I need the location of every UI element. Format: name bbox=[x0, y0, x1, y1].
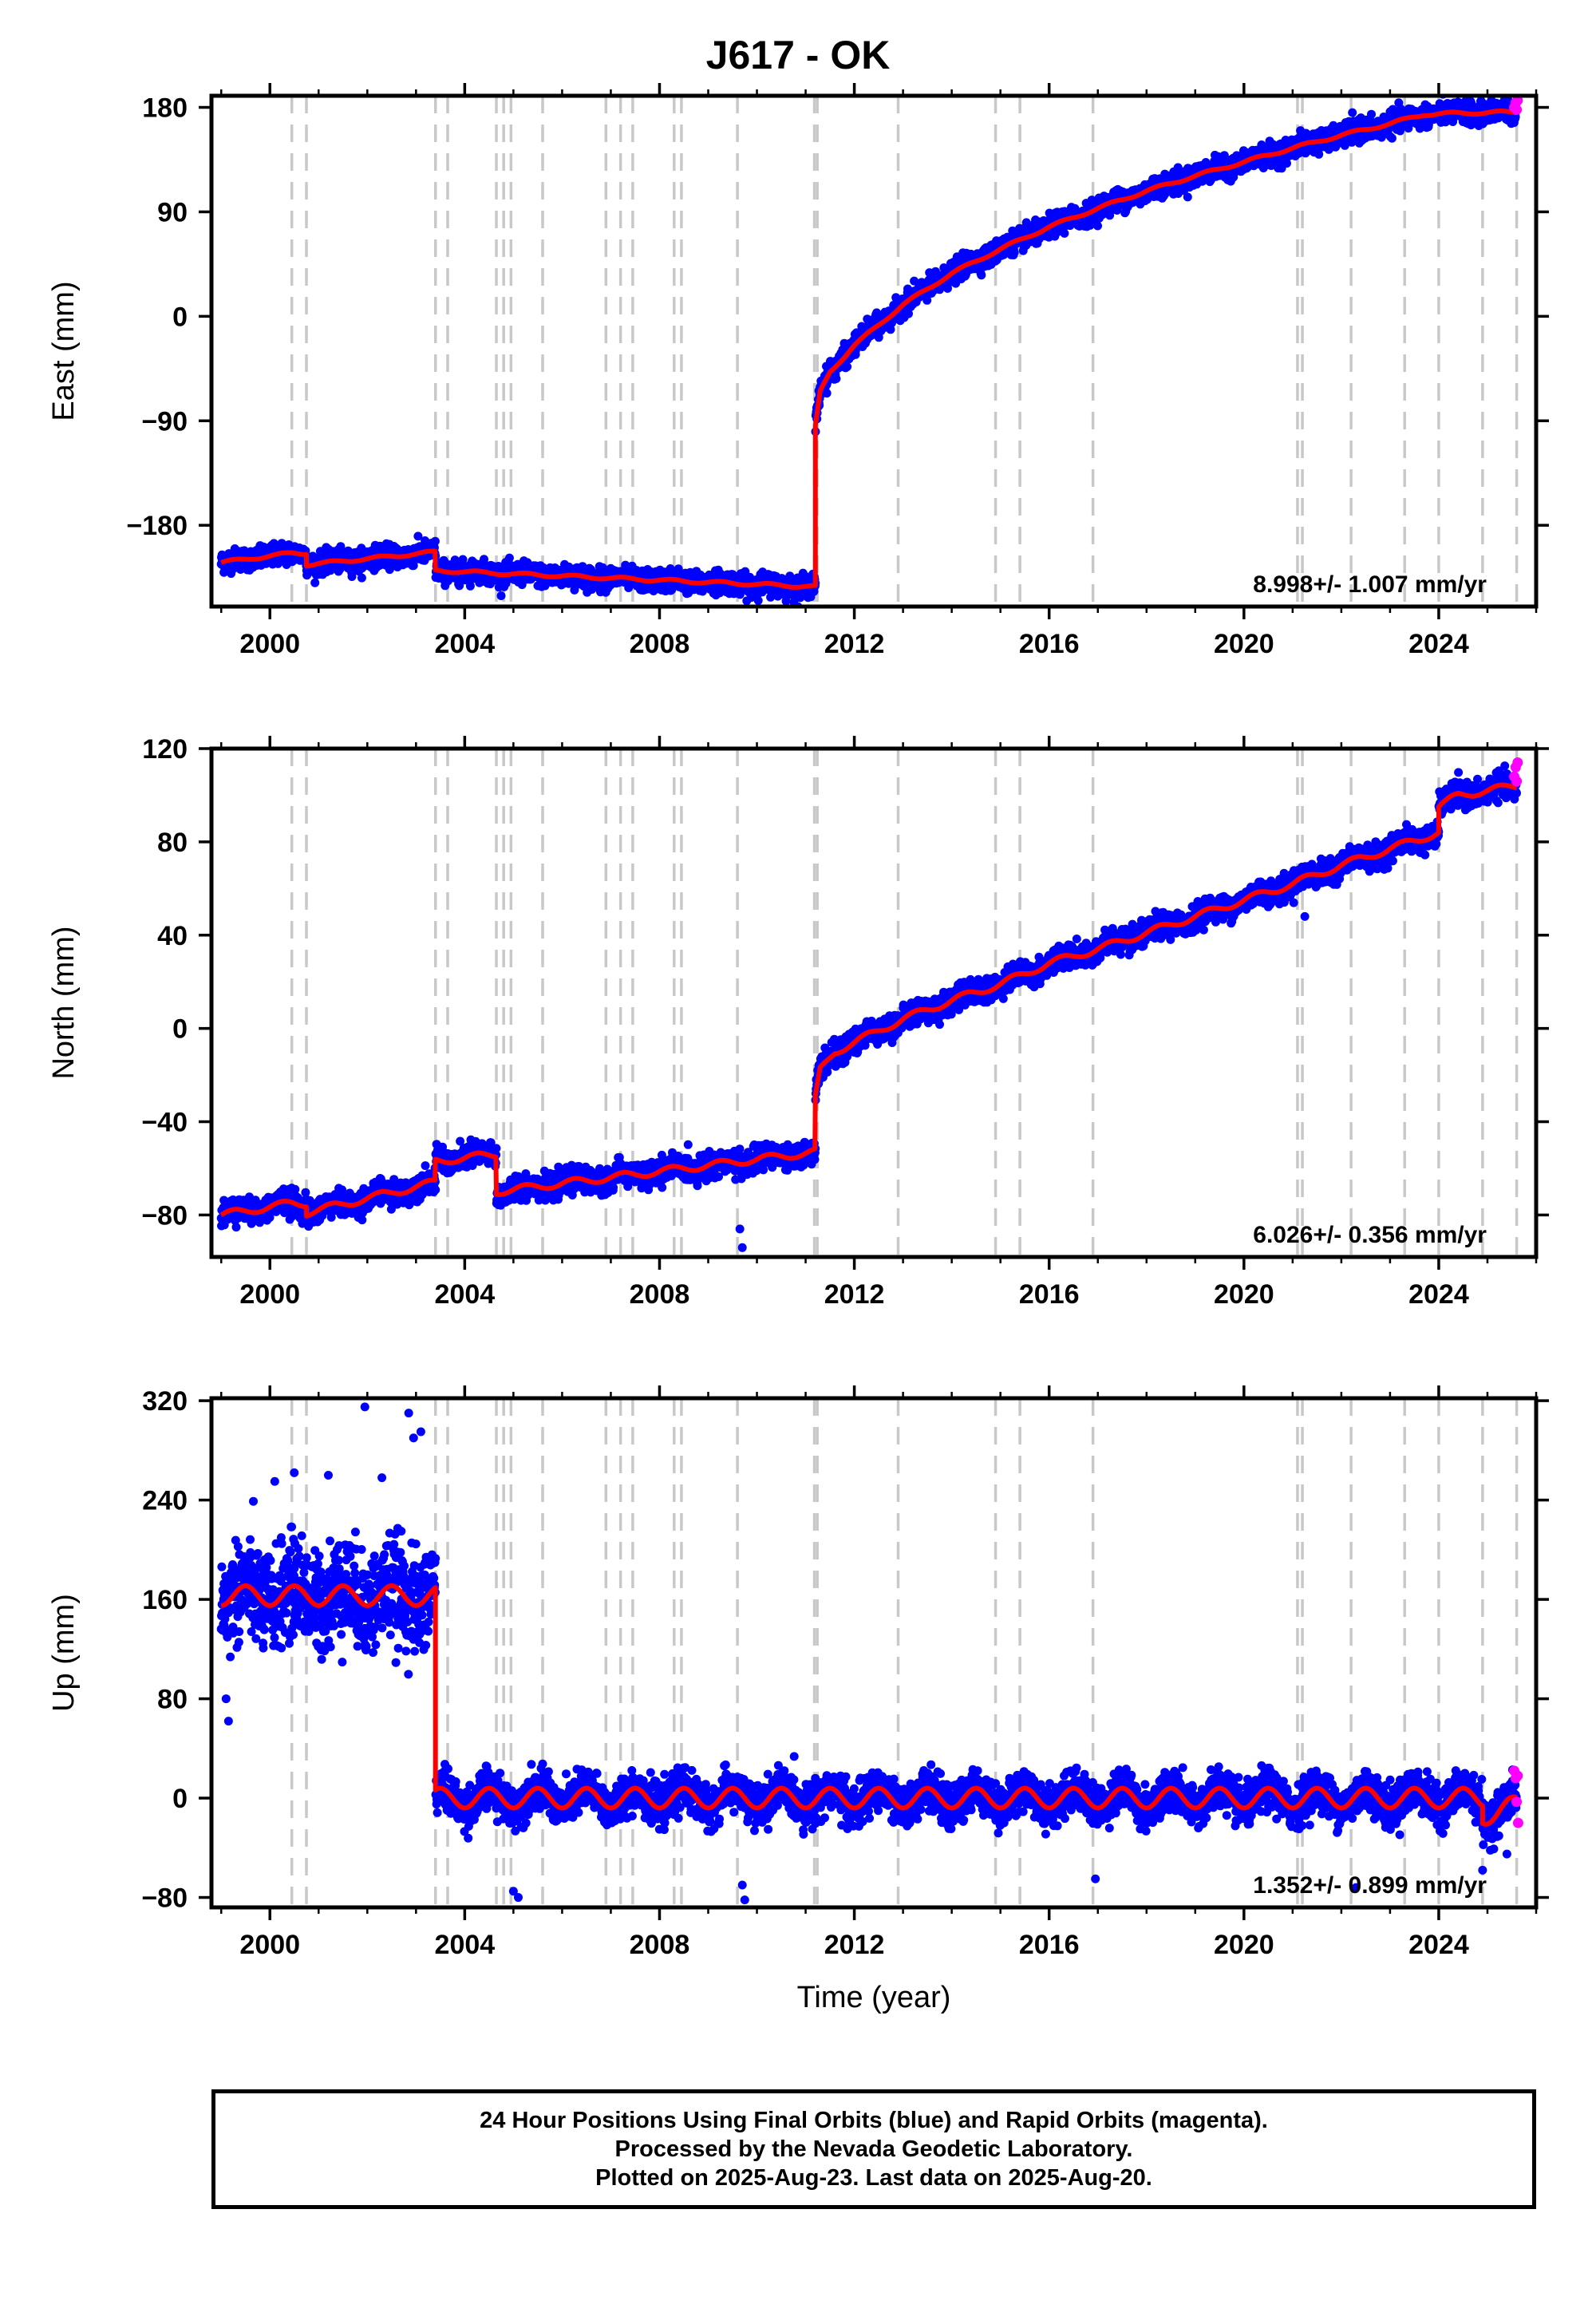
panel-east: 2000 2004 2008 2012 2016 2020 2024 −180 −90 0 90 18… bbox=[47, 83, 1549, 659]
y-tick-label: 180 bbox=[142, 93, 188, 124]
data-point bbox=[1387, 133, 1396, 143]
y-tick-label: 0 bbox=[172, 302, 188, 332]
final-orbit-points bbox=[216, 761, 1521, 1252]
data-point bbox=[458, 555, 468, 564]
data-point bbox=[496, 591, 506, 600]
y-tick-label: 90 bbox=[157, 197, 188, 227]
data-point bbox=[1060, 228, 1069, 238]
panel-north: 2000 2004 2008 2012 2016 2020 2024−80−40040801… bbox=[47, 734, 1549, 1310]
data-point bbox=[977, 271, 986, 280]
rapid-point bbox=[1511, 104, 1523, 115]
event-lines bbox=[290, 96, 1519, 607]
data-point bbox=[310, 578, 320, 587]
x-tick-label: 2004 bbox=[435, 629, 496, 659]
x-tick-label: 2024 bbox=[1408, 629, 1469, 659]
data-point bbox=[570, 585, 579, 595]
data-point bbox=[1183, 192, 1192, 202]
data-point bbox=[480, 555, 488, 564]
data-point bbox=[832, 374, 841, 383]
final-orbit-points bbox=[216, 96, 1521, 607]
data-point bbox=[465, 581, 475, 591]
x-tick-label: 2020 bbox=[1214, 629, 1274, 659]
data-point bbox=[822, 389, 832, 398]
data-point bbox=[413, 532, 423, 541]
x-tick-label: 2012 bbox=[824, 629, 885, 659]
model-line bbox=[219, 109, 1519, 590]
data-point bbox=[357, 573, 366, 583]
data-point bbox=[430, 536, 440, 546]
data-point bbox=[1348, 108, 1357, 117]
data-point bbox=[1009, 247, 1019, 257]
data-point bbox=[347, 572, 357, 581]
x-tick-label: 2000 bbox=[239, 629, 300, 659]
y-tick-label: −180 bbox=[126, 511, 188, 541]
data-point bbox=[843, 362, 852, 371]
y-axis-label: East (mm) bbox=[47, 281, 81, 421]
data-point bbox=[1367, 109, 1376, 119]
y-tick-label: −90 bbox=[141, 406, 188, 437]
model-polyline bbox=[219, 109, 1519, 590]
data-point bbox=[336, 542, 346, 551]
data-point bbox=[753, 596, 763, 605]
data-point bbox=[1093, 221, 1102, 231]
x-tick-label: 2008 bbox=[630, 629, 690, 659]
rate-label: 8.998+/- 1.007 mm/yr bbox=[1253, 571, 1487, 598]
chart-title: J617 - OK bbox=[705, 33, 891, 77]
data-point bbox=[504, 553, 514, 563]
data-point bbox=[455, 581, 464, 591]
plot-frame bbox=[209, 93, 1539, 609]
x-tick-label: 2016 bbox=[1019, 629, 1080, 659]
